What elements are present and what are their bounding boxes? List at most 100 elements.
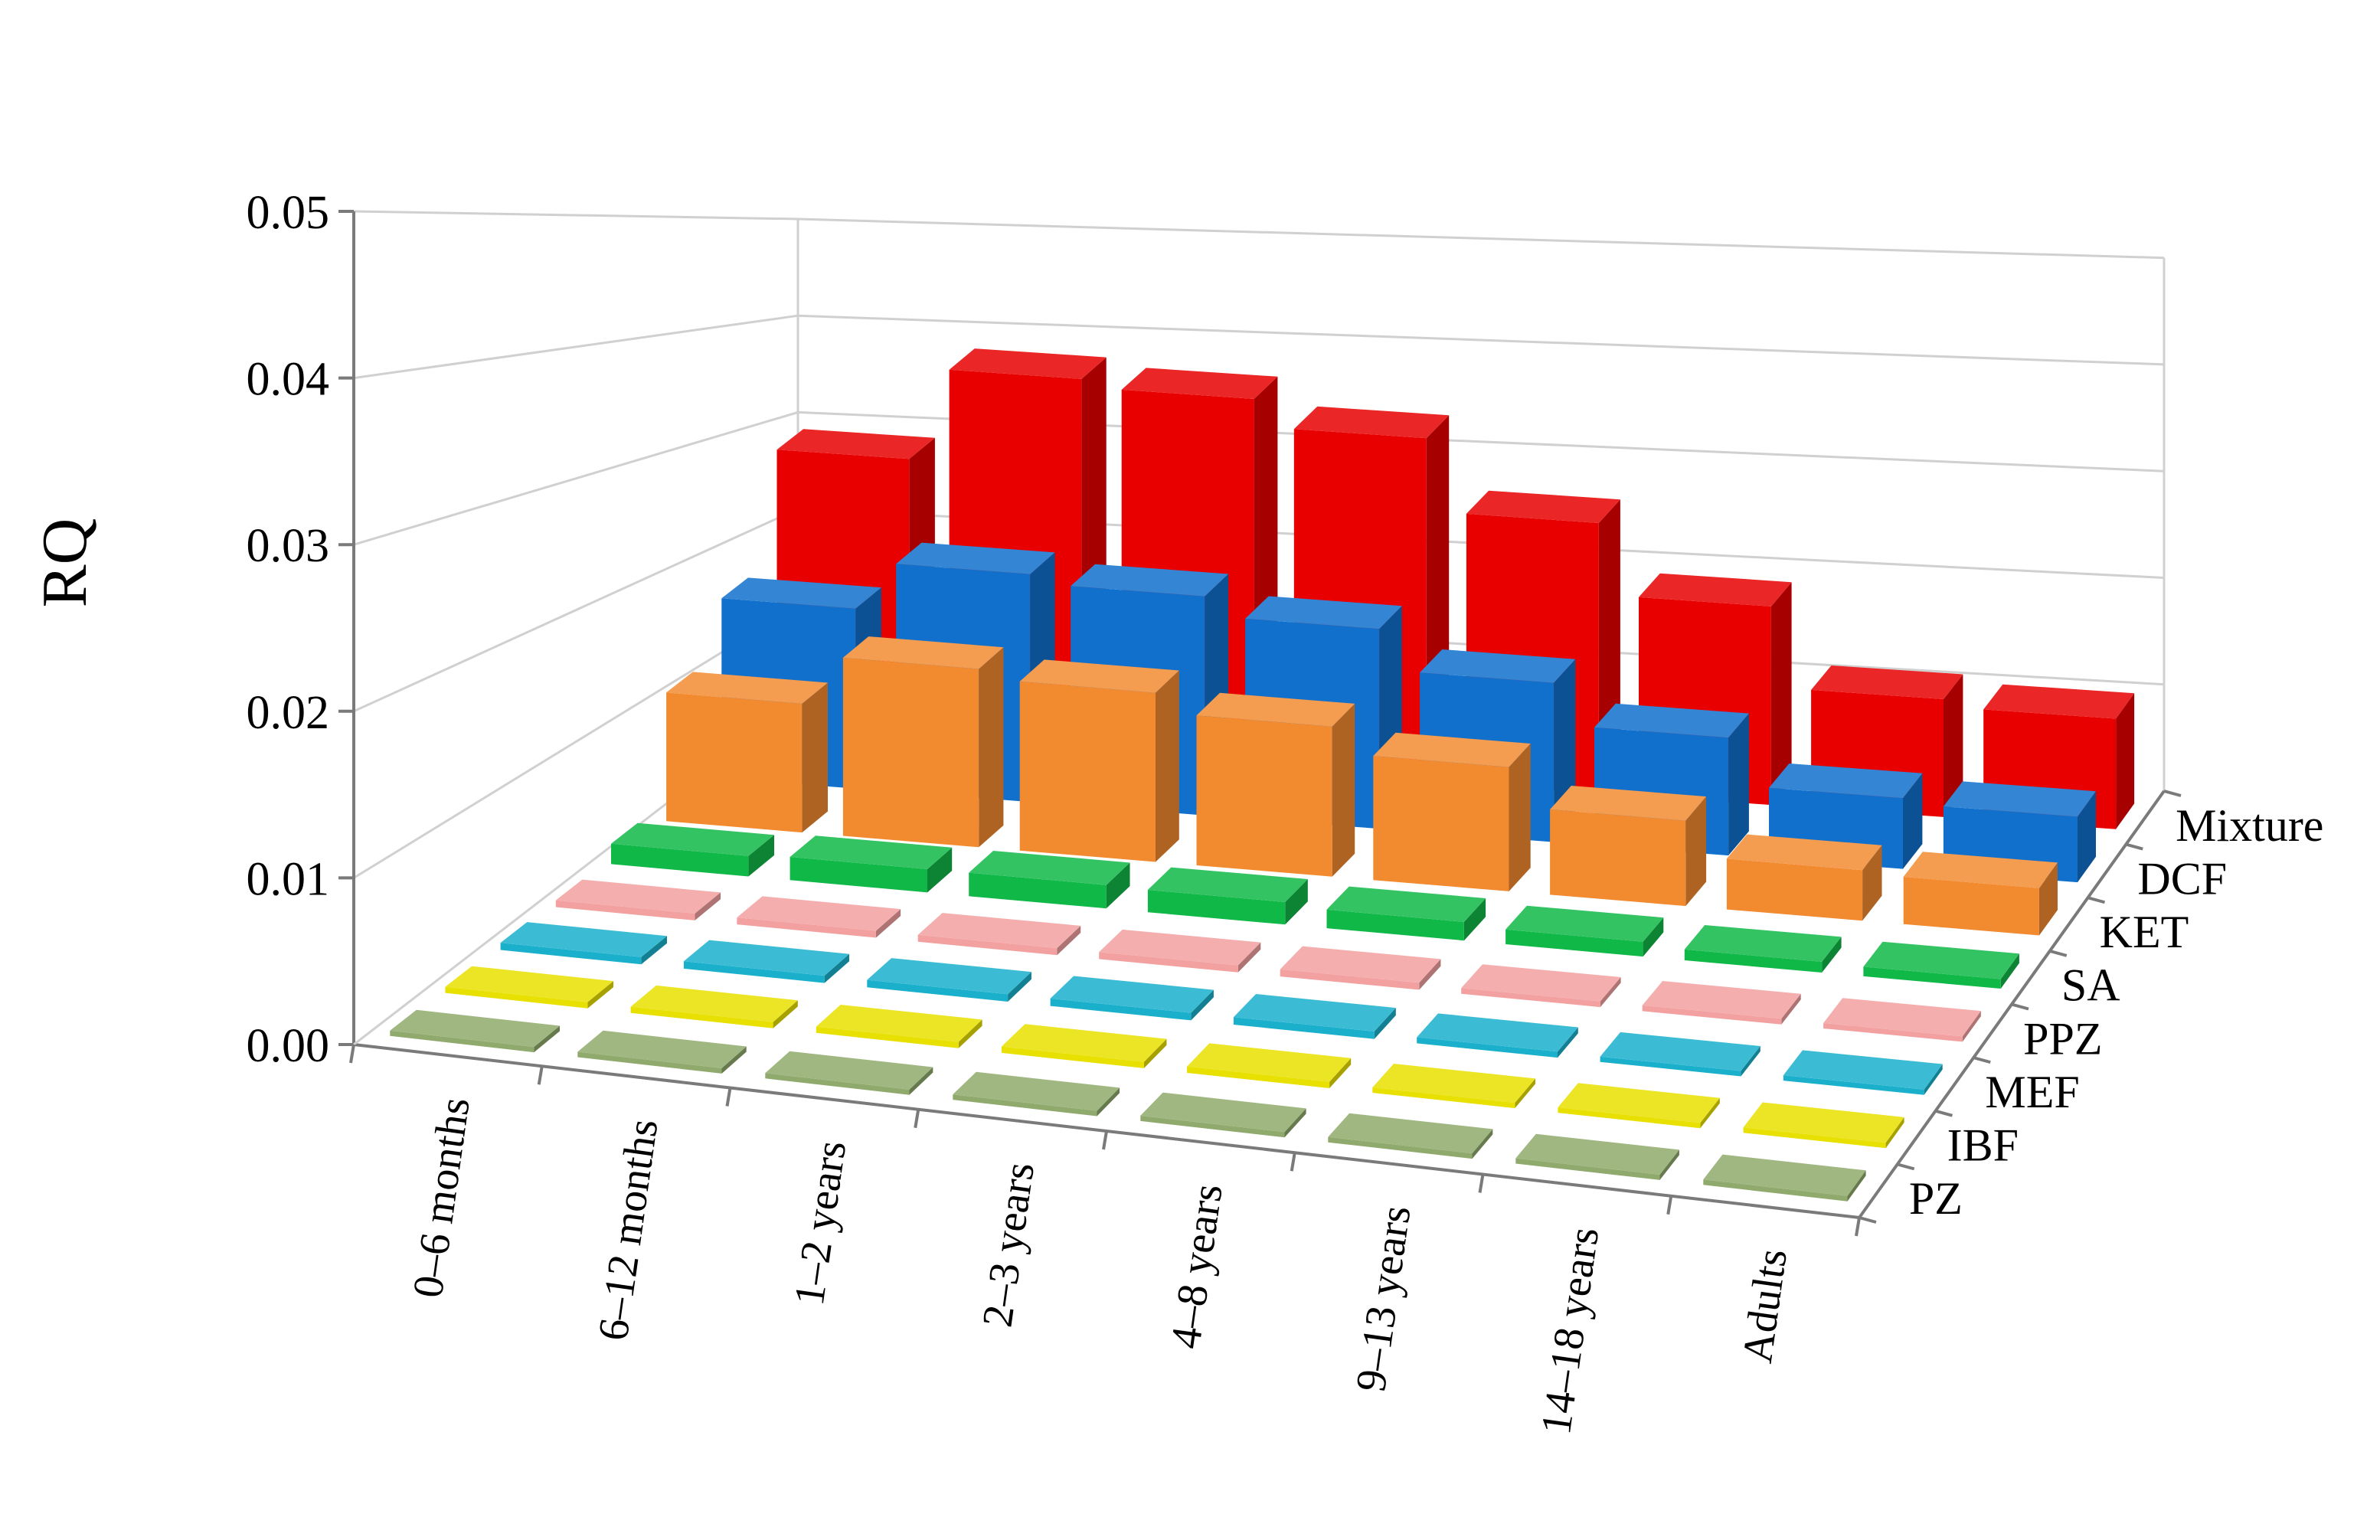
bar-PZ-1 <box>577 1030 747 1074</box>
x-tick-label: 9–13 years <box>1347 1203 1420 1395</box>
bar-PPZ-0 <box>555 879 721 920</box>
bar-top <box>1372 1064 1535 1104</box>
bar-top <box>445 966 613 1002</box>
bar-side <box>1329 1058 1352 1088</box>
bar-PZ-7 <box>1703 1154 1866 1202</box>
bar-PPZ-3 <box>1099 929 1261 973</box>
bar-top <box>1233 994 1396 1032</box>
bar-IBF-3 <box>1001 1024 1167 1068</box>
bar-front <box>1743 1127 1886 1149</box>
x-tick-mark <box>537 1065 544 1085</box>
bar-front <box>1783 1075 1924 1095</box>
bar-SA-1 <box>790 835 953 893</box>
depth-tick-mark <box>2125 842 2143 851</box>
bar-IBF-2 <box>816 1005 982 1048</box>
bar-top <box>1121 368 1278 399</box>
bar-side <box>1944 674 1963 817</box>
bar-PPZ-6 <box>1642 981 1801 1025</box>
bar-front <box>1600 1056 1741 1077</box>
bar-top <box>1943 781 2096 817</box>
x-tick-label: 14–18 years <box>1532 1224 1608 1437</box>
bar-side <box>958 1019 982 1048</box>
bar-side <box>1156 670 1179 862</box>
bar-top <box>1783 1050 1943 1090</box>
bar-side <box>1847 1170 1866 1202</box>
bar-top <box>1140 1092 1306 1133</box>
bar-top <box>1983 684 2135 719</box>
bar-side <box>1862 845 1882 921</box>
bar-front <box>1550 809 1686 907</box>
bar-side <box>2078 791 2096 883</box>
depth-tick-mark <box>1934 1109 1953 1117</box>
bar-front <box>790 857 927 893</box>
depth-tick-mark <box>1859 1216 1877 1224</box>
bar-IBF-4 <box>1187 1043 1352 1088</box>
bar-side <box>2000 953 2019 989</box>
bar-side <box>1728 713 1749 856</box>
bar-IBF-1 <box>630 985 798 1028</box>
bar-side <box>1237 942 1261 973</box>
bar-top <box>1505 905 1664 942</box>
x-tick-mark <box>914 1109 920 1129</box>
bar-side <box>1472 1129 1493 1159</box>
gridline <box>353 210 2165 260</box>
bar-PPZ-1 <box>737 896 901 938</box>
depth-tick-mark <box>2163 790 2182 797</box>
bar-front <box>1050 998 1192 1021</box>
bar-front <box>1328 1136 1473 1159</box>
bar-top <box>577 1030 747 1068</box>
bar-IBF-6 <box>1558 1083 1720 1129</box>
bar-side <box>748 835 774 877</box>
bar-side <box>875 909 901 938</box>
x-tick-mark <box>1102 1130 1108 1150</box>
bar-front <box>1147 890 1286 925</box>
bar-front <box>390 1030 535 1053</box>
bar-front <box>630 1006 773 1028</box>
bar-SA-5 <box>1505 905 1664 957</box>
bar-front <box>1703 1179 1848 1202</box>
x-tick-label: 1–2 years <box>786 1138 855 1309</box>
bar-side <box>695 892 721 920</box>
series-label: SA <box>2061 960 2120 1011</box>
bar-top <box>500 922 667 957</box>
bar-PZ-6 <box>1515 1133 1679 1180</box>
bar-side <box>802 682 828 833</box>
bar-top <box>1187 1043 1352 1082</box>
bar-top <box>896 542 1055 574</box>
bar-PPZ-4 <box>1280 946 1441 990</box>
bar-top <box>842 636 1004 669</box>
bar-side <box>1143 1038 1167 1068</box>
bar-side <box>1903 773 1923 869</box>
bar-top <box>949 348 1107 379</box>
bar-top <box>1863 941 2019 979</box>
bar-top <box>721 577 881 609</box>
bar-KET-7 <box>1903 852 2058 936</box>
bar-KET-6 <box>1726 834 1882 921</box>
bar-front <box>1373 756 1509 891</box>
bar-SA-3 <box>1147 867 1308 925</box>
bar-top <box>1050 976 1214 1013</box>
bar-side <box>587 981 613 1009</box>
bar-top <box>1558 1083 1720 1123</box>
bar-SA-6 <box>1684 925 1842 973</box>
bar-top <box>1147 867 1308 902</box>
bar-front <box>1903 877 2039 936</box>
bar-side <box>1284 1108 1306 1138</box>
bar-side <box>824 953 849 983</box>
gridline <box>353 314 2165 380</box>
bar-MEF-3 <box>1050 976 1214 1021</box>
bar-IBF-0 <box>445 966 613 1009</box>
series-label: PZ <box>1909 1173 1963 1224</box>
bar-top <box>867 958 1031 995</box>
bar-side <box>979 647 1004 848</box>
bar-side <box>1558 1027 1578 1058</box>
bar-front <box>1505 929 1643 957</box>
bar-MEF-5 <box>1417 1013 1578 1058</box>
bar-front <box>1187 1066 1330 1088</box>
bar-top <box>790 835 953 869</box>
bar-top <box>611 822 774 856</box>
bar-PPZ-5 <box>1461 964 1621 1008</box>
bar-side <box>1463 898 1486 941</box>
